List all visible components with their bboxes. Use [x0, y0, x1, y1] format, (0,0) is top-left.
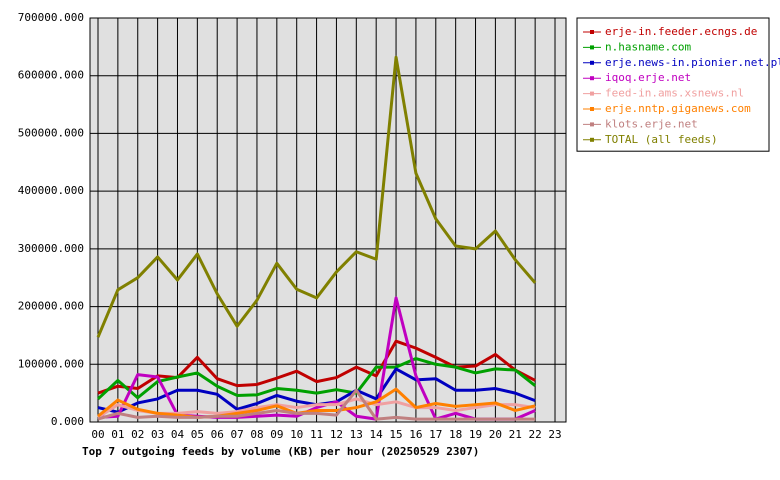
plot-background	[89, 17, 567, 423]
legend-label: klots.erje.net	[605, 117, 698, 130]
x-tick-label: 19	[469, 428, 482, 441]
legend-label: feed-in.ams.xsnews.nl	[605, 87, 744, 100]
legend-dot	[590, 137, 594, 142]
y-tick-label: 0.000	[51, 415, 84, 428]
series-line	[97, 296, 536, 421]
x-tick-label: 01	[111, 428, 124, 441]
legend-label: TOTAL (all feeds)	[605, 133, 718, 146]
legend-dot	[590, 91, 594, 96]
legend-dot	[590, 76, 594, 81]
legend-label: n.hasname.com	[605, 40, 691, 53]
x-tick-label: 12	[330, 428, 343, 441]
legend-dot	[590, 60, 594, 65]
legend-dot	[590, 122, 594, 127]
x-tick-label: 07	[230, 428, 243, 441]
series-line	[97, 388, 536, 421]
x-tick-label: 18	[449, 428, 462, 441]
x-tick-label: 00	[91, 428, 104, 441]
x-tick-label: 09	[270, 428, 283, 441]
x-tick-label: 22	[529, 428, 542, 441]
legend-label: erje.news-in.pionier.net.pl	[605, 56, 780, 69]
x-tick-label: 20	[489, 428, 502, 441]
x-tick-label: 10	[290, 428, 303, 441]
x-tick-label: 11	[310, 428, 323, 441]
x-tick-label: 15	[389, 428, 402, 441]
y-tick-label: 500000.000	[18, 126, 84, 139]
legend-dot	[590, 30, 594, 34]
legend-dot	[590, 45, 594, 50]
x-tick-label: 02	[131, 428, 144, 441]
legend-box	[576, 17, 770, 152]
x-tick-label: 17	[429, 428, 442, 441]
x-tick-label: 04	[171, 428, 185, 441]
legend-label: iqoq.erje.net	[605, 71, 691, 84]
series-line	[96, 357, 537, 401]
series-line	[97, 387, 536, 419]
legend-label: erje-in.feeder.ecngs.de	[605, 25, 757, 38]
series-line	[96, 55, 537, 338]
x-tick-label: 08	[250, 428, 263, 441]
x-tick-label: 13	[350, 428, 363, 441]
legend-label: erje.nntp.giganews.com	[605, 102, 751, 115]
y-tick-label: 400000.000	[18, 184, 84, 197]
x-tick-label: 06	[211, 428, 224, 441]
legend-dot	[590, 107, 594, 111]
x-tick-label: 14	[370, 428, 384, 441]
x-tick-label: 03	[151, 428, 164, 441]
y-tick-label: 200000.000	[18, 300, 84, 313]
x-tick-label: 16	[409, 428, 422, 441]
y-tick-label: 700000.000	[18, 11, 84, 24]
x-tick-label: 23	[548, 428, 561, 441]
y-tick-label: 600000.000	[18, 69, 84, 82]
chart-title: Top 7 outgoing feeds by volume (KB) per …	[82, 445, 479, 458]
x-tick-label: 21	[509, 428, 522, 441]
y-tick-label: 100000.000	[18, 357, 84, 370]
y-tick-label: 300000.000	[18, 242, 84, 255]
x-tick-label: 05	[191, 428, 204, 441]
